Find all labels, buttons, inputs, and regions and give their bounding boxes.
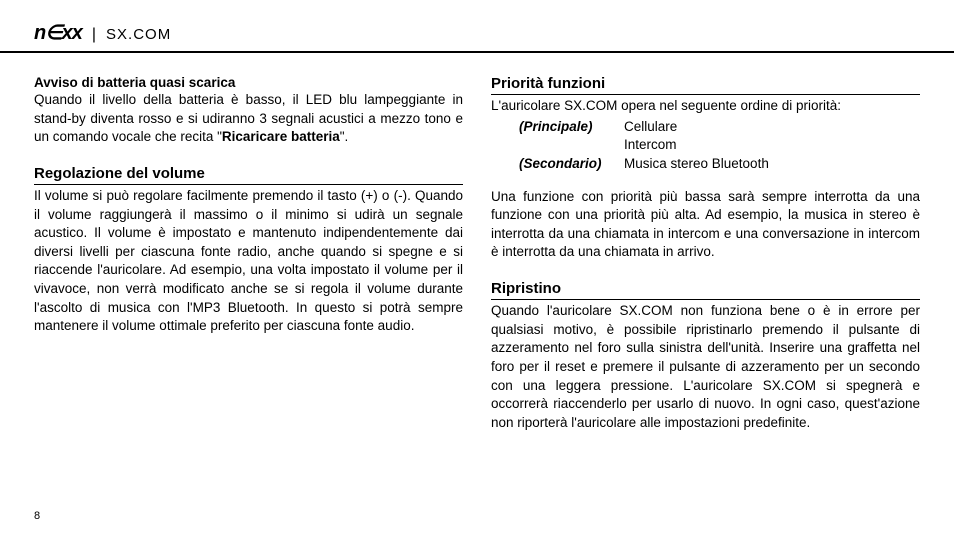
reset-section-title: Ripristino [491,280,920,300]
priority-row-main-2: Intercom [519,136,920,155]
volume-section-title: Regolazione del volume [34,165,463,185]
page-header: n∈xx | SX.COM [0,20,954,53]
battery-notice-title: Avviso di batteria quasi scarica [34,75,463,90]
battery-notice-part2: ". [340,129,349,144]
page-number: 8 [34,510,40,522]
priority-row-secondary: (Secondario) Musica stereo Bluetooth [519,155,920,174]
battery-notice-bold: Ricaricare batteria [222,129,340,144]
priority-table: (Principale) Cellulare Intercom (Seconda… [519,118,920,174]
priority-empty-label [519,136,624,155]
manual-page: n∈xx | SX.COM Avviso di batteria quasi s… [0,0,954,536]
right-column: Priorità funzioni L'auricolare SX.COM op… [491,75,920,432]
left-column: Avviso di batteria quasi scarica Quando … [34,75,463,432]
priority-main-value-1: Cellulare [624,118,677,137]
columns: Avviso di batteria quasi scarica Quando … [34,75,920,432]
priority-secondary-label: (Secondario) [519,155,624,174]
priority-main-value-2: Intercom [624,136,677,155]
brand-logo: n∈xx [34,20,82,45]
priority-row-main-1: (Principale) Cellulare [519,118,920,137]
reset-section-text: Quando l'auricolare SX.COM non funziona … [491,302,920,432]
priority-main-label: (Principale) [519,118,624,137]
priority-secondary-value: Musica stereo Bluetooth [624,155,769,174]
volume-section-text: Il volume si può regolare facilmente pre… [34,187,463,336]
product-name: SX.COM [106,26,171,43]
priority-intro: L'auricolare SX.COM opera nel seguente o… [491,97,920,116]
brand-separator: | [92,26,96,44]
priority-section-title: Priorità funzioni [491,75,920,95]
battery-notice-text: Quando il livello della batteria è basso… [34,91,463,147]
priority-text: Una funzione con priorità più bassa sarà… [491,188,920,263]
